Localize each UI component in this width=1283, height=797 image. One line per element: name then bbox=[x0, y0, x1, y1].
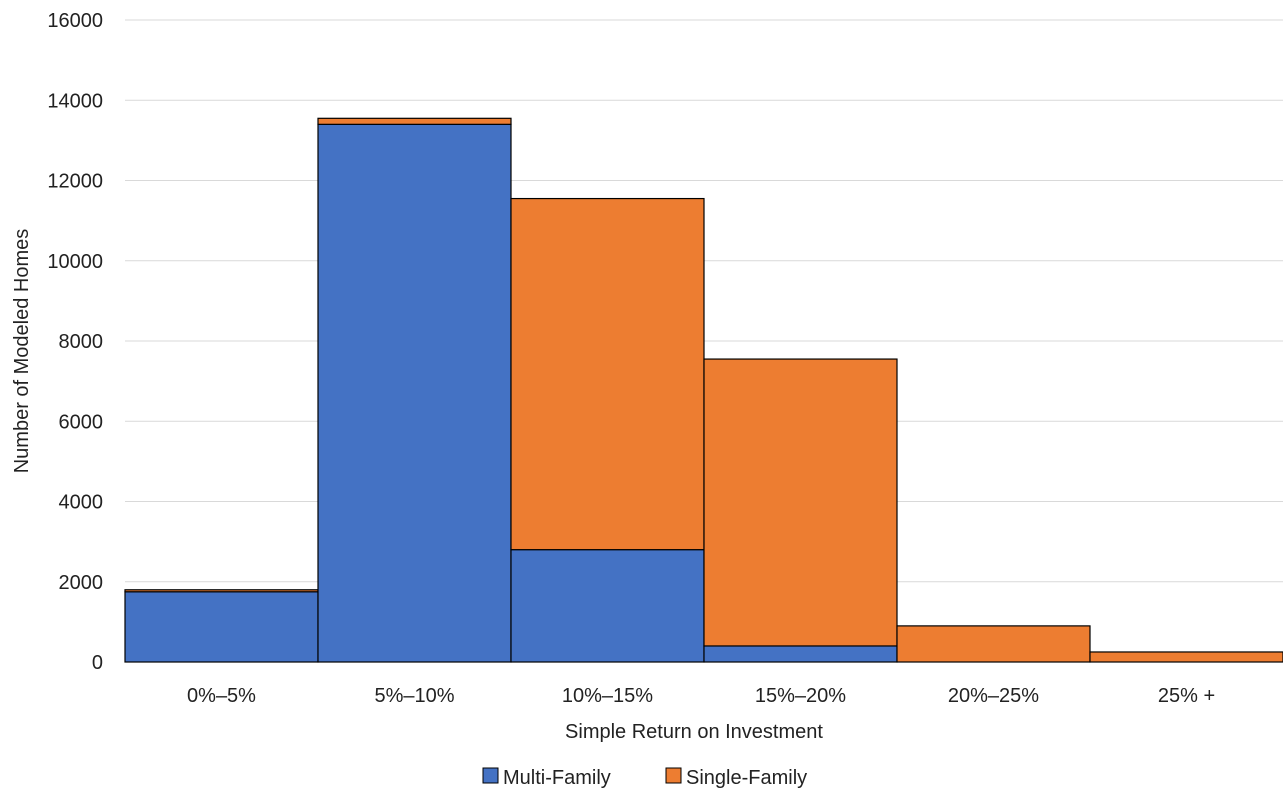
y-tick-label: 16000 bbox=[47, 10, 103, 32]
bar-single-family-4 bbox=[896, 625, 1091, 663]
y-tick-label: 0 bbox=[92, 652, 103, 674]
legend: Multi-Family Single-Family bbox=[482, 767, 807, 789]
x-tick-label: 20%–25% bbox=[948, 685, 1039, 707]
bar-single-family-5 bbox=[1089, 651, 1283, 663]
x-axis-title: Simple Return on Investment bbox=[565, 721, 823, 743]
bar-multi-family-3 bbox=[703, 645, 898, 663]
bar-multi-family-2 bbox=[510, 549, 705, 663]
y-tick-label: 12000 bbox=[47, 171, 103, 193]
x-tick-label: 25% + bbox=[1158, 685, 1215, 707]
legend-swatch bbox=[482, 767, 499, 784]
bars bbox=[124, 117, 1283, 663]
x-axis-ticks: 0%–5% 5%–10% 10%–15% 15%–20% 20%–25% 25% + bbox=[187, 685, 1215, 707]
y-tick-label: 2000 bbox=[59, 572, 104, 594]
x-tick-label: 0%–5% bbox=[187, 685, 256, 707]
bar-multi-family-1 bbox=[317, 123, 512, 663]
legend-label: Single-Family bbox=[686, 767, 807, 789]
y-tick-label: 10000 bbox=[47, 251, 103, 273]
legend-label: Multi-Family bbox=[503, 767, 611, 789]
y-tick-label: 4000 bbox=[59, 492, 104, 514]
y-axis-ticks: 0 2000 4000 6000 8000 10000 12000 14000 16000 bbox=[47, 10, 103, 674]
y-axis-title: Number of Modeled Homes bbox=[11, 229, 33, 474]
bar-single-family-3 bbox=[703, 358, 898, 647]
x-tick-label: 15%–20% bbox=[755, 685, 846, 707]
y-tick-label: 6000 bbox=[59, 411, 104, 433]
x-tick-label: 5%–10% bbox=[374, 685, 454, 707]
legend-swatch bbox=[665, 767, 682, 784]
bar-single-family-0 bbox=[124, 589, 319, 593]
bar-single-family-1 bbox=[317, 117, 512, 125]
bar-single-family-2 bbox=[510, 197, 705, 551]
bar-multi-family-0 bbox=[124, 591, 319, 663]
y-tick-label: 8000 bbox=[59, 331, 104, 353]
x-tick-label: 10%–15% bbox=[562, 685, 653, 707]
y-tick-label: 14000 bbox=[47, 90, 103, 112]
